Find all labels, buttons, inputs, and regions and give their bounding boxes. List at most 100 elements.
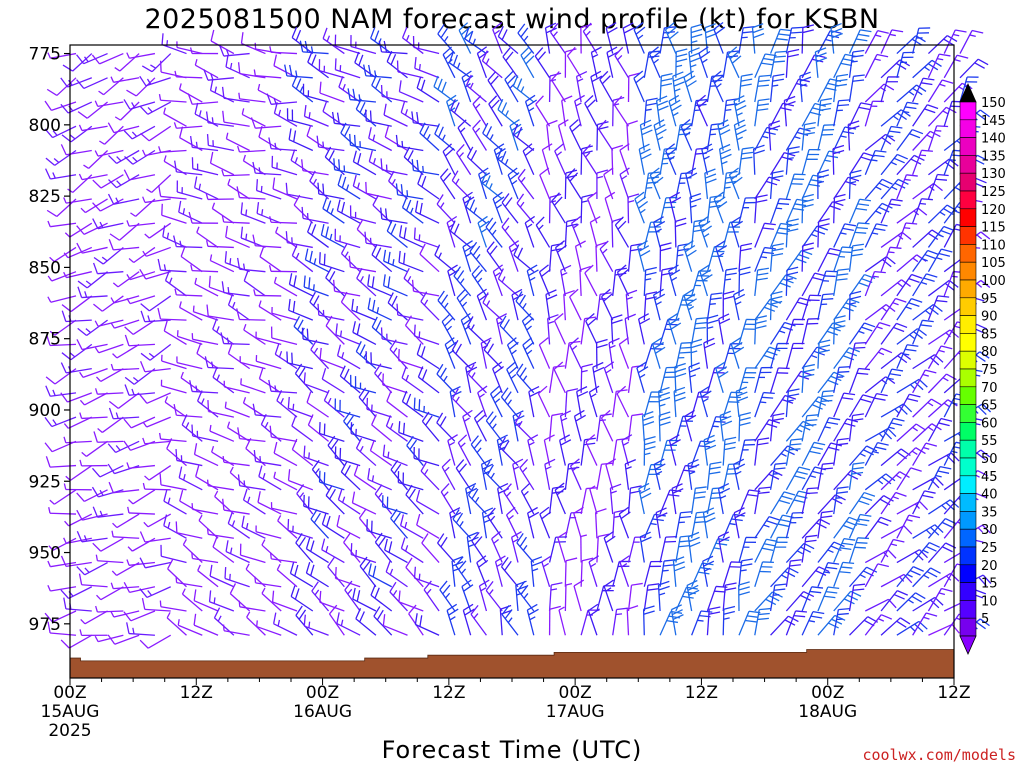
barb-half-feather bbox=[809, 475, 817, 479]
barb-feather bbox=[840, 566, 853, 569]
barb-feather bbox=[551, 192, 560, 202]
barb-half-feather bbox=[735, 470, 742, 475]
wind-barb bbox=[126, 52, 156, 59]
wind-barb bbox=[287, 518, 313, 539]
barb-feather bbox=[658, 585, 670, 591]
barb-shaft bbox=[674, 366, 677, 393]
barb-shaft bbox=[384, 136, 408, 152]
barb-feather bbox=[708, 611, 721, 615]
barb-feather bbox=[787, 53, 799, 58]
wind-barb bbox=[817, 510, 833, 539]
wind-barb bbox=[371, 244, 393, 273]
barb-half-feather bbox=[644, 452, 651, 456]
barb-half-feather bbox=[112, 282, 119, 288]
wind-barb bbox=[209, 79, 235, 103]
barb-shaft bbox=[469, 251, 487, 273]
wind-barb bbox=[193, 613, 219, 636]
wind-barb bbox=[386, 220, 408, 248]
barb-feather bbox=[779, 198, 791, 201]
barb-half-feather bbox=[200, 398, 205, 405]
barb-shaft bbox=[144, 367, 171, 373]
barb-feather bbox=[821, 510, 833, 514]
barb-feather bbox=[702, 555, 714, 562]
wind-barb bbox=[738, 558, 753, 587]
barb-feather bbox=[802, 193, 814, 198]
wind-barb bbox=[93, 431, 124, 443]
barb-shaft bbox=[398, 359, 424, 370]
barb-half-feather bbox=[780, 452, 787, 457]
barb-feather bbox=[355, 437, 363, 449]
wind-barb bbox=[801, 24, 815, 54]
barb-shaft bbox=[227, 522, 251, 539]
wind-barb bbox=[639, 119, 653, 151]
barb-shaft bbox=[785, 297, 801, 321]
barb-half-feather bbox=[469, 82, 474, 89]
barb-feather bbox=[389, 339, 397, 350]
barb-feather bbox=[193, 613, 197, 626]
barb-feather bbox=[501, 193, 510, 204]
wind-barb bbox=[515, 291, 535, 321]
wind-barb bbox=[516, 363, 535, 394]
wind-barb bbox=[289, 562, 314, 588]
wind-barb bbox=[92, 174, 124, 189]
wind-barb bbox=[576, 386, 589, 418]
barb-feather bbox=[747, 615, 759, 618]
barb-shaft bbox=[643, 561, 652, 587]
barb-shaft bbox=[67, 392, 93, 403]
barb-shaft bbox=[691, 610, 702, 636]
barb-shaft bbox=[553, 369, 566, 394]
barb-half-feather bbox=[83, 535, 88, 542]
barb-shaft bbox=[675, 295, 685, 321]
barb-half-feather bbox=[221, 169, 225, 176]
wind-barb bbox=[144, 222, 172, 239]
barb-feather bbox=[526, 99, 537, 107]
barb-half-feather bbox=[485, 58, 490, 65]
barb-half-feather bbox=[80, 618, 86, 625]
barb-feather bbox=[799, 594, 811, 601]
barb-feather bbox=[408, 604, 417, 615]
barb-half-feather bbox=[475, 103, 481, 109]
barb-shaft bbox=[197, 570, 219, 588]
barb-feather bbox=[848, 347, 860, 353]
barb-shaft bbox=[303, 286, 329, 297]
barb-feather bbox=[470, 604, 479, 615]
barb-feather bbox=[92, 542, 102, 552]
barb-feather bbox=[47, 621, 51, 634]
barb-half-feather bbox=[690, 64, 697, 68]
wind-barb bbox=[833, 268, 850, 297]
barb-feather bbox=[753, 149, 765, 155]
wind-barb bbox=[690, 338, 703, 369]
barb-feather bbox=[307, 51, 313, 63]
barb-feather bbox=[499, 315, 507, 326]
wind-barb bbox=[785, 266, 799, 296]
barb-feather bbox=[856, 541, 868, 544]
barb-feather bbox=[60, 103, 69, 114]
wind-barb bbox=[174, 160, 203, 176]
wind-barb bbox=[659, 610, 683, 636]
barb-feather bbox=[643, 605, 655, 610]
barb-feather bbox=[616, 607, 628, 611]
barb-shaft bbox=[785, 269, 788, 296]
barb-feather bbox=[494, 196, 505, 205]
barb-feather bbox=[822, 462, 834, 465]
barb-feather bbox=[738, 581, 750, 586]
barb-feather bbox=[669, 434, 680, 441]
wind-barb bbox=[801, 122, 816, 151]
barb-feather bbox=[551, 71, 560, 81]
wind-barb bbox=[608, 337, 620, 369]
barb-shaft bbox=[706, 197, 711, 224]
barb-shaft bbox=[163, 525, 187, 539]
barb-shaft bbox=[225, 66, 250, 79]
barb-feather bbox=[212, 318, 218, 330]
wind-barb bbox=[702, 507, 716, 539]
barb-feather bbox=[686, 172, 698, 180]
barb-shaft bbox=[722, 439, 726, 466]
barb-shaft bbox=[627, 537, 636, 563]
wind-barb bbox=[471, 531, 487, 563]
barb-shaft bbox=[163, 113, 187, 127]
barb-shaft bbox=[548, 245, 553, 272]
barb-feather bbox=[644, 446, 656, 451]
wind-barb bbox=[63, 483, 92, 491]
wind-barb bbox=[310, 509, 330, 539]
barb-half-feather bbox=[609, 344, 616, 349]
